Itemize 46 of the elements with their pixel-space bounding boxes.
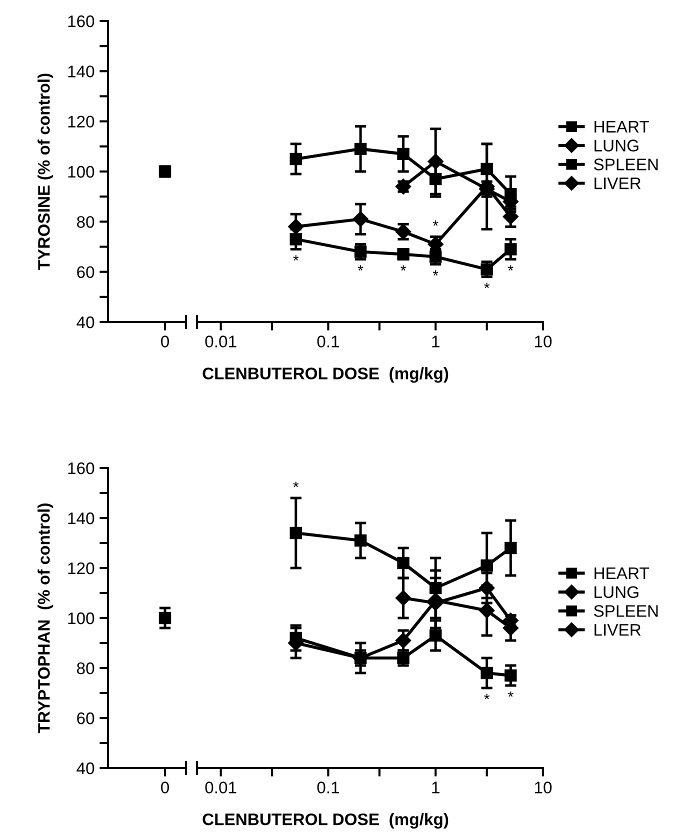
y-tick-label: 160 <box>68 15 94 28</box>
x-tick-label: 0.01 <box>205 336 236 348</box>
y-tick-label: 120 <box>68 562 94 574</box>
y-tick-label: 40 <box>76 316 94 328</box>
y-axis-title: TYROSINE (% of control) <box>38 74 54 270</box>
legend-label: LUNG <box>594 140 638 152</box>
y-tick-label: 40 <box>76 762 94 774</box>
annotation: * <box>293 482 299 488</box>
x-tick-label: 1 <box>432 782 440 794</box>
y-tick-label: 80 <box>76 662 94 674</box>
legend-label: HEART <box>594 568 650 580</box>
y-tick-label: 80 <box>76 216 94 228</box>
x-axis-title: CLENBUTEROL DOSE (mg/kg) <box>202 367 448 383</box>
annotation: * <box>400 265 406 271</box>
legend-label: SPLEEN <box>594 605 658 617</box>
annotation: * <box>432 270 438 276</box>
annotation: * <box>508 265 514 271</box>
x-tick-label: 10 <box>535 336 552 348</box>
annotation: * <box>484 694 490 700</box>
x-tick-label: 0 <box>161 336 169 348</box>
x-tick-label: 10 <box>535 782 552 794</box>
x-tick-label: 1 <box>432 336 440 348</box>
y-tick-label: 140 <box>68 512 94 524</box>
y-tick-label: 140 <box>68 66 94 78</box>
legend-label: LIVER <box>594 624 641 636</box>
x-tick-label: 0.01 <box>205 782 236 794</box>
y-tick-label: 160 <box>68 462 94 474</box>
annotation: * <box>508 691 514 697</box>
annotation: * <box>358 265 364 271</box>
annotation: * <box>432 220 438 226</box>
x-axis-title: CLENBUTEROL DOSE (mg/kg) <box>202 813 448 829</box>
legend-label: LIVER <box>594 178 641 190</box>
legend-label: LUNG <box>594 586 638 598</box>
x-tick-label: 0 <box>161 782 169 794</box>
legend-label: SPLEEN <box>594 158 658 170</box>
legend-label: HEART <box>594 120 650 132</box>
annotation: * <box>484 282 490 288</box>
x-tick-label: 0.1 <box>317 782 339 794</box>
y-tick-label: 100 <box>68 166 94 178</box>
y-axis-title: TRYPTOPHAN (% of control) <box>38 504 54 734</box>
y-tick-label: 60 <box>77 712 94 724</box>
annotation: * <box>293 255 299 261</box>
x-tick-label: 0.1 <box>317 336 339 348</box>
y-tick-label: 120 <box>68 116 94 128</box>
y-tick-label: 100 <box>68 612 94 624</box>
y-tick-label: 60 <box>77 266 94 278</box>
